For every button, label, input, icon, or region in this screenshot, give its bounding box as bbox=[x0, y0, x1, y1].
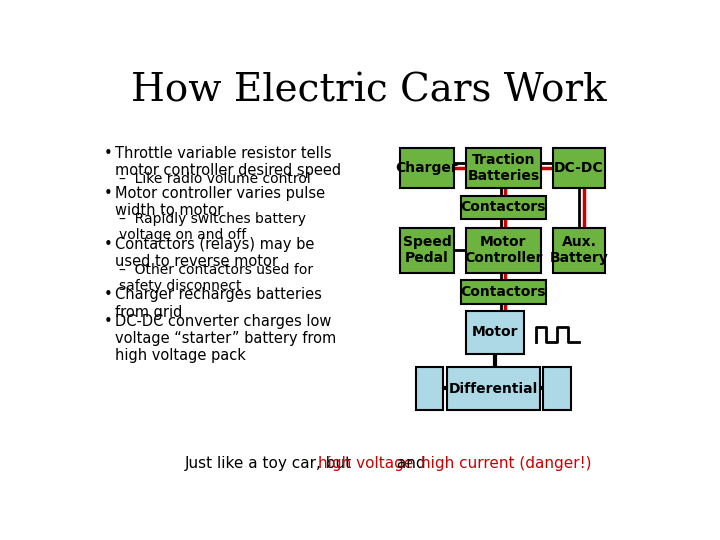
Text: DC-DC converter charges low
voltage “starter” battery from
high voltage pack: DC-DC converter charges low voltage “sta… bbox=[114, 314, 336, 363]
Text: and: and bbox=[392, 456, 430, 470]
Text: Differential: Differential bbox=[449, 382, 538, 396]
Text: Traction
Batteries: Traction Batteries bbox=[467, 153, 539, 183]
FancyBboxPatch shape bbox=[400, 148, 454, 188]
Text: Charger recharges batteries
from grid: Charger recharges batteries from grid bbox=[114, 287, 322, 320]
Text: –  Like radio volume control: – Like radio volume control bbox=[120, 172, 311, 186]
Text: •: • bbox=[104, 237, 113, 252]
Text: high voltage: high voltage bbox=[318, 456, 413, 470]
FancyBboxPatch shape bbox=[462, 195, 546, 219]
Text: Contactors: Contactors bbox=[461, 285, 546, 299]
FancyBboxPatch shape bbox=[553, 148, 606, 188]
Text: •: • bbox=[104, 314, 113, 328]
FancyBboxPatch shape bbox=[544, 367, 570, 410]
Text: DC-DC: DC-DC bbox=[554, 161, 604, 175]
FancyBboxPatch shape bbox=[466, 228, 541, 273]
Text: Throttle variable resistor tells
motor controller desired speed: Throttle variable resistor tells motor c… bbox=[114, 146, 341, 178]
FancyBboxPatch shape bbox=[466, 311, 524, 354]
FancyBboxPatch shape bbox=[446, 367, 539, 410]
FancyBboxPatch shape bbox=[415, 367, 443, 410]
Text: How Electric Cars Work: How Electric Cars Work bbox=[131, 72, 607, 110]
Text: Charger: Charger bbox=[396, 161, 459, 175]
Text: Motor: Motor bbox=[472, 326, 518, 339]
Text: •: • bbox=[104, 186, 113, 201]
Text: Motor controller varies pulse
width to motor: Motor controller varies pulse width to m… bbox=[114, 186, 325, 218]
FancyBboxPatch shape bbox=[466, 148, 541, 188]
Text: Motor
Controller: Motor Controller bbox=[464, 235, 543, 266]
Text: Just like a toy car, but: Just like a toy car, but bbox=[184, 456, 356, 470]
FancyBboxPatch shape bbox=[553, 228, 606, 273]
Text: –  Rapidly switches battery
voltage on and off: – Rapidly switches battery voltage on an… bbox=[120, 212, 307, 242]
Text: Contactors (relays) may be
used to reverse motor: Contactors (relays) may be used to rever… bbox=[114, 237, 314, 269]
Text: •: • bbox=[104, 287, 113, 302]
Text: Speed
Pedal: Speed Pedal bbox=[402, 235, 451, 266]
FancyBboxPatch shape bbox=[462, 280, 546, 303]
Text: •: • bbox=[104, 146, 113, 161]
Text: high current (danger!): high current (danger!) bbox=[421, 456, 592, 470]
FancyBboxPatch shape bbox=[400, 228, 454, 273]
Text: Aux.
Battery: Aux. Battery bbox=[549, 235, 608, 266]
Text: Contactors: Contactors bbox=[461, 200, 546, 214]
Text: –  Other contactors used for
safety disconnect: – Other contactors used for safety disco… bbox=[120, 262, 314, 293]
